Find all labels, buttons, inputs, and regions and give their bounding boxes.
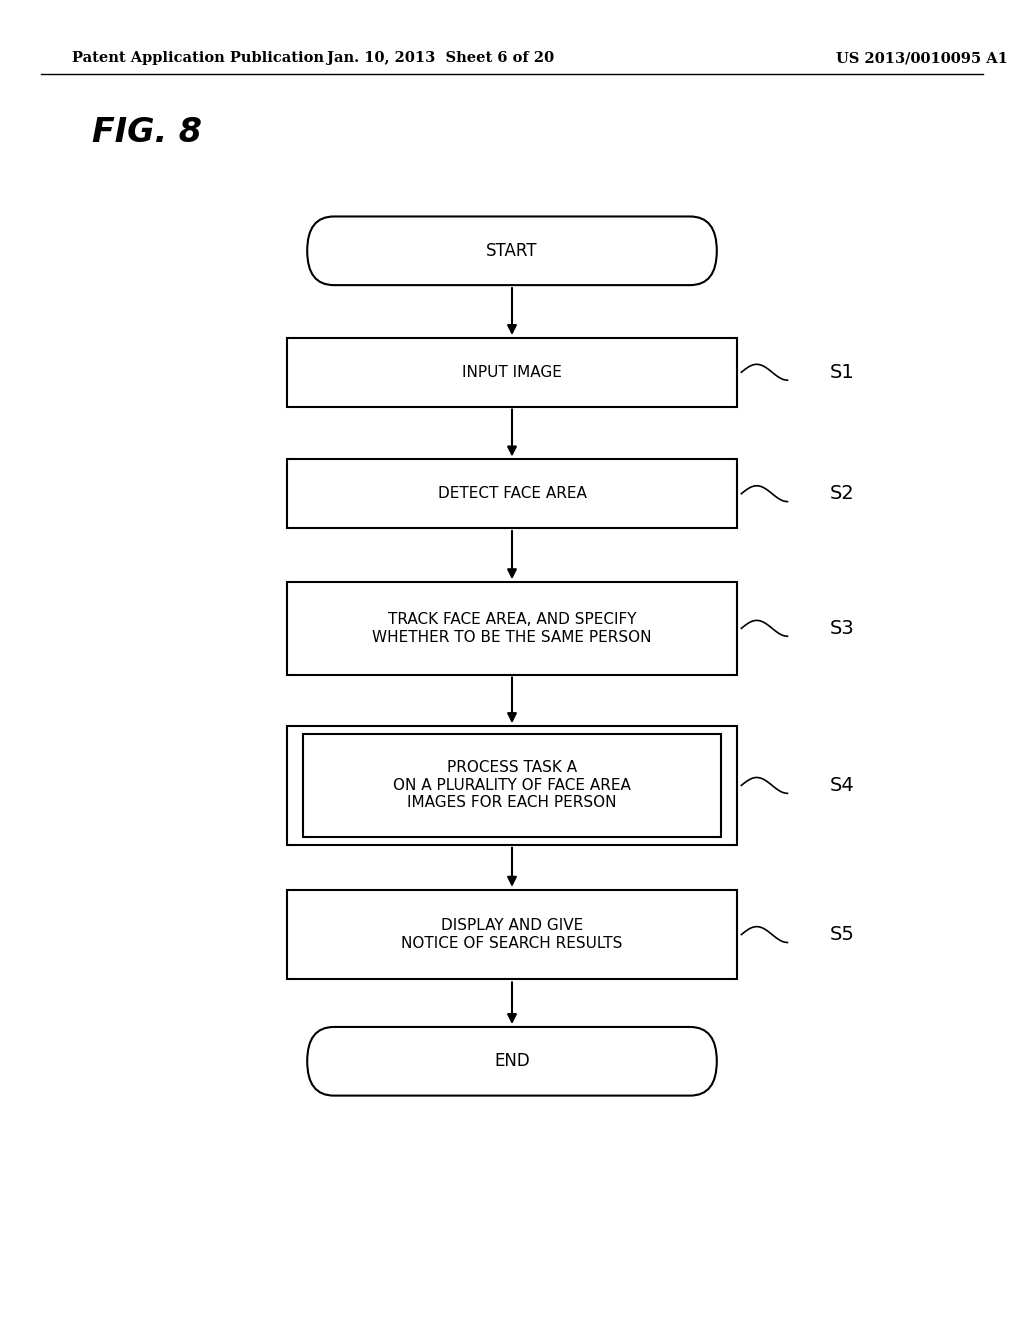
Text: S2: S2 [829,484,854,503]
Bar [303,734,721,837]
Text: DISPLAY AND GIVE
NOTICE OF SEARCH RESULTS: DISPLAY AND GIVE NOTICE OF SEARCH RESULT… [401,919,623,950]
Text: S3: S3 [829,619,854,638]
Text: START: START [486,242,538,260]
Text: S1: S1 [829,363,854,381]
Bar [287,338,737,407]
Text: S5: S5 [829,925,854,944]
Bar [287,726,737,845]
Text: DETECT FACE AREA: DETECT FACE AREA [437,486,587,502]
Text: FIG. 8: FIG. 8 [92,116,202,149]
Text: PROCESS TASK A
ON A PLURALITY OF FACE AREA
IMAGES FOR EACH PERSON: PROCESS TASK A ON A PLURALITY OF FACE AR… [393,760,631,810]
FancyBboxPatch shape [307,1027,717,1096]
FancyBboxPatch shape [307,216,717,285]
Bar [287,459,737,528]
Text: INPUT IMAGE: INPUT IMAGE [462,364,562,380]
Text: Jan. 10, 2013  Sheet 6 of 20: Jan. 10, 2013 Sheet 6 of 20 [327,51,554,65]
Text: TRACK FACE AREA, AND SPECIFY
WHETHER TO BE THE SAME PERSON: TRACK FACE AREA, AND SPECIFY WHETHER TO … [373,612,651,644]
Text: US 2013/0010095 A1: US 2013/0010095 A1 [836,51,1008,65]
Bar [287,582,737,675]
Text: S4: S4 [829,776,854,795]
Bar [287,890,737,979]
Text: Patent Application Publication: Patent Application Publication [72,51,324,65]
Text: END: END [495,1052,529,1071]
